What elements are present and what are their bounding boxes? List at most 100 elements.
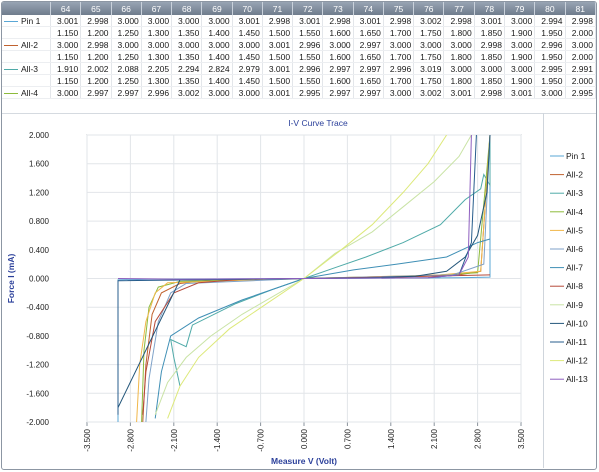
table-cell: 1.400 [201,74,233,87]
table-cell: 3.000 [443,62,475,75]
table-cell: 3.001 [443,86,475,99]
table-cell: 2.997 [111,86,142,99]
table-cell: 1.800 [443,74,475,87]
row-label [2,50,51,63]
table-cell: 3.000 [565,38,596,51]
legend-item[interactable]: All-13 [566,374,588,384]
table-cell: 1.600 [322,74,354,87]
column-header[interactable]: 76 [413,2,445,15]
column-header[interactable]: 79 [504,2,536,15]
table-cell: 3.000 [322,38,354,51]
table-cell: 2.979 [232,62,263,75]
y-tick-label: 0.400 [29,246,50,255]
table-cell: 3.001 [292,15,324,27]
legend-item[interactable]: All-12 [566,356,588,366]
legend-item[interactable]: All-10 [566,318,588,328]
table-row[interactable]: All-4 3.000 2.997 2.997 2.996 3.002 3.000 3.000… [2,86,596,99]
x-tick-label: 3.500 [517,428,526,449]
table-cell: 3.001 [232,15,263,27]
table-cell: 1.900 [504,74,536,87]
legend-item[interactable]: All-4 [566,207,583,217]
legend-item[interactable]: All-3 [566,188,583,198]
table-cell: 1.300 [141,50,173,63]
table-row[interactable]: All-3 1.910 2.002 2.088 2.205 2.294 2.824 2.979… [2,62,596,75]
x-tick-label: 2.800 [474,428,483,449]
column-header[interactable]: 80 [534,2,566,15]
table-cell: 3.000 [171,38,203,51]
column-header[interactable]: 69 [201,2,233,15]
x-tick-label: 0.700 [343,428,352,449]
table-cell: 3.000 [141,38,173,51]
table-cell: 2.998 [80,15,112,27]
table-cell: 2.996 [534,38,566,51]
column-header[interactable]: 78 [474,2,505,15]
row-label-text: All-2 [21,39,39,50]
table-cell: 1.750 [413,50,445,63]
legend-item[interactable]: All-7 [566,263,583,273]
series-swatch [4,92,18,94]
table-row[interactable]: 1.150 1.200 1.250 1.300 1.350 1.400 1.450 1.500… [2,74,596,87]
table-cell: 1.350 [171,50,203,63]
column-header[interactable]: 74 [353,2,384,15]
y-tick-label: 0.000 [29,275,50,284]
table-cell: 1.500 [262,50,294,63]
column-header[interactable]: 66 [111,2,142,15]
table-row[interactable]: Pin 1 3.001 2.998 3.000 3.000 3.000 3.000 3.001… [2,15,596,27]
column-header[interactable]: 73 [322,2,354,15]
table-cell: 1.900 [504,26,536,39]
table-row[interactable]: 1.150 1.200 1.250 1.300 1.350 1.400 1.450 1.500… [2,50,596,63]
table-cell: 2.998 [474,86,505,99]
column-header[interactable]: 70 [232,2,263,15]
table-cell: 1.950 [534,74,566,87]
legend-item[interactable]: All-2 [566,170,583,180]
table-cell: 3.001 [262,86,294,99]
column-header[interactable]: 72 [292,2,324,15]
table-cell: 2.002 [80,62,112,75]
table-cell: 1.200 [80,50,112,63]
table-cell: 1.650 [353,74,384,87]
table-cell: 1.150 [50,74,82,87]
table-cell: 1.500 [262,26,294,39]
column-header[interactable]: 81 [565,2,596,15]
table-cell: 3.000 [504,15,536,27]
legend-item[interactable]: All-5 [566,225,583,235]
series-swatch [4,68,18,70]
table-row[interactable]: 1.150 1.200 1.250 1.300 1.350 1.400 1.450 1.500… [2,26,596,39]
table-cell: 3.000 [232,38,263,51]
row-label-text: All-3 [21,63,39,74]
x-tick-label: -2.800 [126,428,135,451]
table-cell: 2.998 [383,15,415,27]
table-cell: 2.000 [565,74,596,87]
column-header[interactable]: 77 [443,2,475,15]
table-cell: 2.997 [353,38,384,51]
table-cell: 3.000 [201,86,233,99]
table-cell: 1.450 [232,26,263,39]
series-swatch [4,44,18,46]
table-cell: 1.910 [50,62,82,75]
row-label [2,26,51,39]
table-cell: 3.002 [413,86,445,99]
column-header[interactable]: 65 [80,2,112,15]
x-tick-label: 2.100 [430,428,439,449]
legend-item[interactable]: Pin 1 [566,151,586,161]
column-header[interactable]: 64 [50,2,82,15]
column-header[interactable]: 67 [141,2,173,15]
legend-item[interactable]: All-9 [566,300,583,310]
table-cell: 1.500 [262,74,294,87]
table-cell: 1.200 [80,26,112,39]
x-tick-label: -1.400 [213,428,222,451]
table-cell: 2.995 [292,86,324,99]
legend-item[interactable]: All-6 [566,244,583,254]
table-cell: 3.000 [201,15,233,27]
column-header[interactable]: 75 [383,2,415,15]
table-cell: 1.250 [111,50,142,63]
table-cell: 1.400 [201,50,233,63]
legend-item[interactable]: All-8 [566,281,583,291]
table-cell: 2.088 [111,62,142,75]
table-cell: 2.998 [565,15,596,27]
table-row[interactable]: All-2 3.000 2.998 3.000 3.000 3.000 3.000 3.000… [2,38,596,51]
legend-item[interactable]: All-11 [566,337,587,347]
column-header[interactable]: 71 [262,2,294,15]
column-header[interactable]: 68 [171,2,203,15]
